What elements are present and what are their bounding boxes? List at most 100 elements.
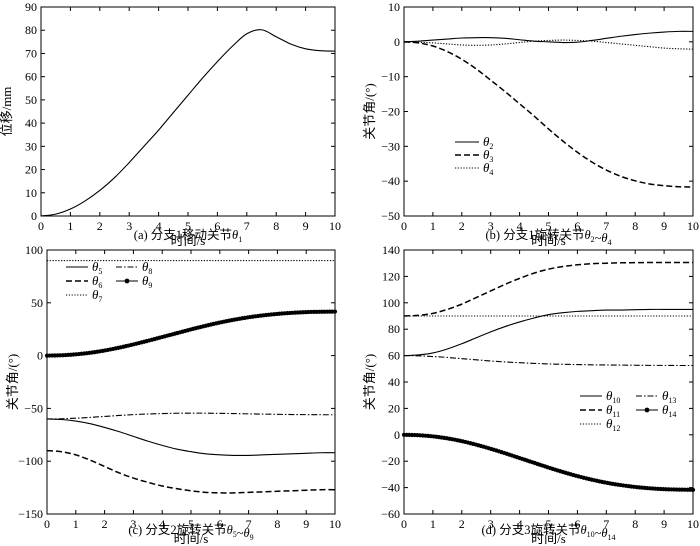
x-axis-label: 时间/s bbox=[174, 531, 209, 546]
series-line-θ9 bbox=[46, 310, 336, 357]
y-tick-label: −150 bbox=[18, 507, 43, 521]
x-tick-label: 6 bbox=[217, 517, 223, 531]
x-tick-label: 8 bbox=[274, 517, 280, 531]
legend-label-subscript: 4 bbox=[489, 168, 493, 177]
x-tick-label: 6 bbox=[574, 517, 580, 531]
y-tick-label: −50 bbox=[381, 209, 400, 223]
plot-frame bbox=[40, 6, 336, 217]
chart-caption: (d) 分支3旋转关节θ10~θ14 bbox=[482, 522, 616, 542]
y-axis-label: 位移/mm bbox=[0, 87, 14, 137]
series-line-θ6 bbox=[46, 449, 336, 494]
x-tick-label: 3 bbox=[126, 219, 132, 233]
legend-label-subscript: 3 bbox=[489, 155, 493, 164]
y-tick-label: −10 bbox=[381, 70, 400, 84]
chart-panel-1: 0 1 2 3 4 5 6 7 8 9 10 0 10 20 30 40 50 60 70 80 90 时间/s 位移/mm… bbox=[0, 0, 341, 248]
caption-part: θ bbox=[232, 228, 238, 242]
legend-label: θ3 bbox=[483, 147, 493, 164]
x-axis-label: 时间/s bbox=[171, 233, 206, 248]
x-tick-label: 3 bbox=[130, 517, 136, 531]
series-line-θ3 bbox=[403, 41, 694, 188]
x-tick-label: 9 bbox=[661, 517, 667, 531]
y-tick-label: 100 bbox=[25, 243, 43, 257]
y-tick-label: 100 bbox=[382, 296, 400, 310]
series-line-θ13 bbox=[403, 355, 694, 367]
y-tick-label: 0 bbox=[394, 35, 400, 49]
legend-label: θ9 bbox=[142, 273, 152, 290]
x-tick-label: 2 bbox=[102, 517, 108, 531]
x-tick-label: 3 bbox=[488, 219, 494, 233]
x-tick-label: 10 bbox=[687, 517, 699, 531]
x-tick-label: 8 bbox=[632, 219, 638, 233]
plot-frame bbox=[403, 249, 694, 515]
legend-label-subscript: 14 bbox=[668, 410, 676, 419]
y-tick-label: 30 bbox=[25, 139, 37, 153]
legend-label-subscript: 7 bbox=[98, 295, 102, 304]
x-tick-label: 4 bbox=[156, 219, 162, 233]
legend-label: θ8 bbox=[142, 259, 152, 276]
x-tick-label: 0 bbox=[44, 517, 50, 531]
x-tick-label: 10 bbox=[329, 219, 341, 233]
x-tick-label: 4 bbox=[159, 517, 165, 531]
caption-part: θ bbox=[580, 523, 586, 537]
caption-part: ~ bbox=[237, 526, 244, 540]
x-tick-label: 6 bbox=[574, 219, 580, 233]
caption-part: (a) 分支1移动关节 bbox=[134, 228, 232, 242]
y-tick-label: 50 bbox=[25, 93, 37, 107]
y-tick-label: 120 bbox=[382, 269, 400, 283]
legend-θ14-legend-marker bbox=[644, 407, 650, 413]
legend-label: θ4 bbox=[483, 160, 493, 177]
y-tick-label: 60 bbox=[25, 70, 37, 84]
x-tick-label: 5 bbox=[546, 219, 552, 233]
x-tick-label: 1 bbox=[67, 219, 73, 233]
y-tick-label: 60 bbox=[388, 349, 400, 363]
legend-θ9-legend-marker bbox=[124, 278, 130, 284]
chart-panel-2: 0 1 2 3 4 5 6 7 8 9 10 −50 −40 −30 −20 −10 0 10 时间/s 关节角/(°… bbox=[362, 0, 699, 248]
caption-part: 2 bbox=[591, 235, 595, 244]
x-axis-label: 时间/s bbox=[531, 233, 566, 248]
legend-label-subscript: 8 bbox=[148, 267, 152, 276]
caption-part: (d) 分支3旋转关节 bbox=[482, 522, 581, 537]
legend-label-subscript: 9 bbox=[148, 281, 152, 290]
x-tick-label: 10 bbox=[329, 517, 341, 531]
y-tick-label: 40 bbox=[25, 116, 37, 130]
data-point-θ14 bbox=[690, 487, 696, 492]
legend-label: θ6 bbox=[92, 273, 102, 290]
x-tick-label: 7 bbox=[246, 517, 252, 531]
y-tick-label: 20 bbox=[388, 401, 400, 415]
legend-label-subscript: 10 bbox=[612, 396, 620, 405]
legend-label-subscript: 13 bbox=[668, 396, 676, 405]
caption-part: (c) 分支2旋转关节 bbox=[128, 522, 226, 537]
legend-label: θ2 bbox=[483, 134, 493, 151]
chart-caption: (a) 分支1移动关节θ1 bbox=[134, 228, 242, 244]
plot-frame bbox=[46, 249, 336, 515]
y-tick-label: 140 bbox=[382, 243, 400, 257]
x-tick-label: 10 bbox=[687, 219, 699, 233]
legend-label-subscript: 11 bbox=[612, 410, 620, 419]
caption-part: θ bbox=[584, 228, 590, 242]
y-tick-label: −40 bbox=[381, 174, 400, 188]
y-tick-label: 0 bbox=[394, 428, 400, 442]
series-line-θ8 bbox=[46, 412, 336, 420]
x-tick-label: 1 bbox=[430, 219, 436, 233]
legend-label-subscript: 12 bbox=[612, 424, 620, 433]
series-line-θ14 bbox=[403, 434, 694, 491]
chart-caption: (c) 分支2旋转关节θ5~θ9 bbox=[128, 522, 253, 542]
caption-part: θ bbox=[601, 231, 607, 245]
chart-caption: (b) 分支1旋转关节θ2~θ4 bbox=[486, 227, 612, 247]
x-tick-label: 0 bbox=[401, 517, 407, 531]
x-tick-label: 1 bbox=[430, 517, 436, 531]
x-tick-label: 5 bbox=[188, 517, 194, 531]
y-tick-label: 80 bbox=[25, 23, 37, 37]
caption-part: ~ bbox=[595, 231, 602, 245]
x-tick-label: 9 bbox=[661, 219, 667, 233]
y-tick-label: 10 bbox=[388, 0, 400, 14]
x-tick-label: 7 bbox=[603, 219, 609, 233]
y-tick-label: 10 bbox=[25, 186, 37, 200]
legend-label-subscript: 6 bbox=[98, 281, 102, 290]
caption-part: θ bbox=[601, 526, 607, 540]
caption-part: θ bbox=[244, 526, 250, 540]
legend-label-subscript: 5 bbox=[98, 267, 102, 276]
series-line-θ2 bbox=[403, 30, 694, 44]
y-tick-label: −20 bbox=[381, 454, 400, 468]
x-tick-label: 6 bbox=[214, 219, 220, 233]
